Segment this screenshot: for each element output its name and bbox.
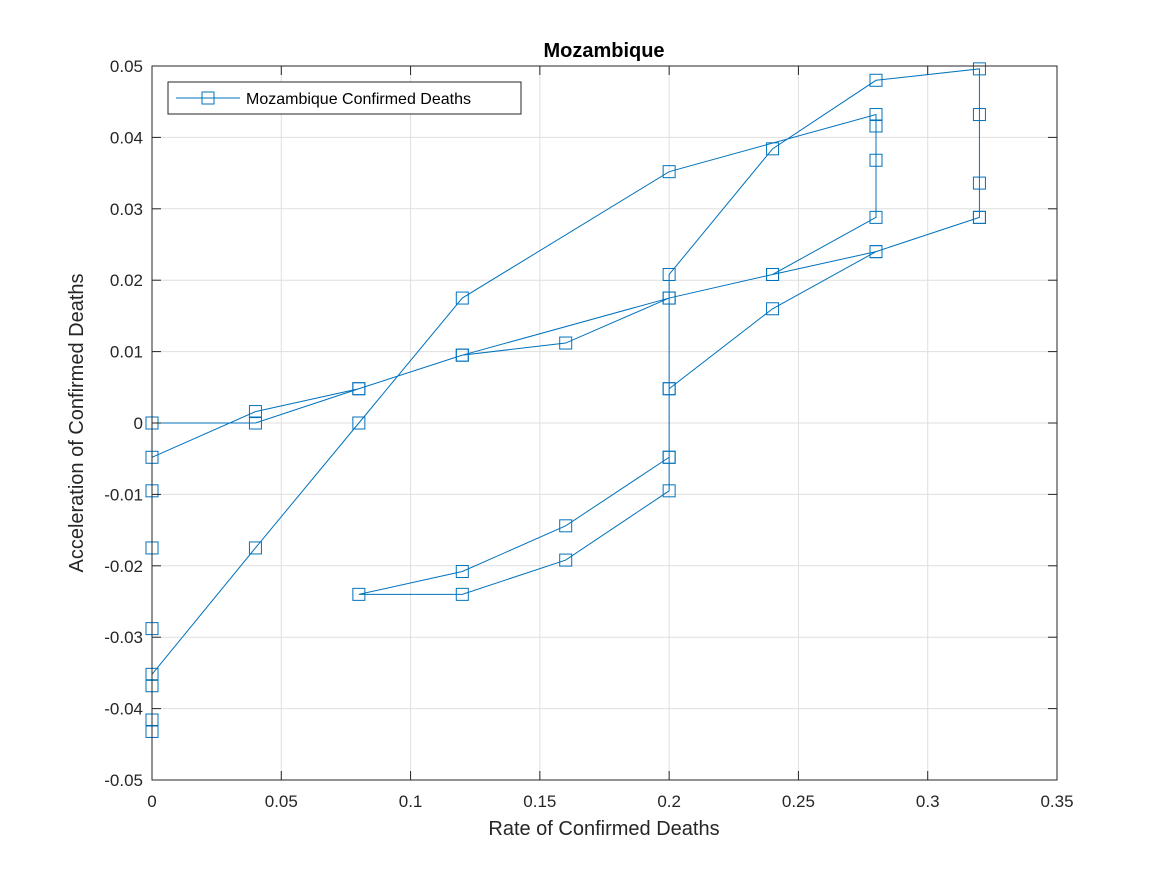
data-point-marker (662, 382, 676, 396)
data-point-marker (248, 416, 262, 430)
y-tick-label: 0.04 (110, 128, 143, 147)
data-point-marker (248, 405, 262, 419)
x-tick-label: 0.35 (1040, 792, 1073, 811)
data-point-marker (455, 291, 469, 305)
series-line (151, 68, 980, 732)
legend: Mozambique Confirmed Deaths (167, 81, 522, 115)
data-point-marker (766, 302, 780, 316)
data-point-marker (972, 62, 986, 76)
data-point-marker (972, 176, 986, 190)
data-point-marker (662, 267, 676, 281)
legend-label: Mozambique Confirmed Deaths (246, 91, 471, 108)
data-point-marker (559, 519, 573, 533)
x-tick-label: 0.2 (657, 792, 681, 811)
data-point-marker (972, 210, 986, 224)
legend-marker (201, 91, 215, 105)
y-tick-label: 0.03 (110, 200, 143, 219)
data-point-marker (869, 210, 883, 224)
y-tick-label: 0.01 (110, 343, 143, 362)
x-tick-label: 0.15 (523, 792, 556, 811)
data-point-marker (869, 73, 883, 87)
data-point-marker (455, 587, 469, 601)
data-point-marker (662, 165, 676, 179)
data-point-marker (455, 565, 469, 579)
data-point-marker (662, 450, 676, 464)
y-tick-label: -0.03 (104, 628, 143, 647)
x-tick-label: 0 (147, 792, 156, 811)
data-point-marker (662, 291, 676, 305)
data-point-marker (869, 119, 883, 133)
y-tick-label: -0.04 (104, 700, 143, 719)
data-point-marker (869, 153, 883, 167)
x-tick-label: 0.3 (916, 792, 940, 811)
data-point-marker (352, 587, 366, 601)
y-tick-label: 0.05 (110, 57, 143, 76)
y-tick-label: 0 (134, 414, 143, 433)
y-tick-label: -0.05 (104, 771, 143, 790)
chart-title: Mozambique (543, 40, 664, 62)
tick-layer: 0 0.05 0.1 0.15 0.2 0.25 0.3 0.35 -0.05 -0.04 -0.0… (104, 57, 1073, 811)
data-point-marker (352, 382, 366, 396)
data-point-marker (972, 108, 986, 122)
data-point-marker (766, 142, 780, 156)
x-tick-label: 0.1 (399, 792, 423, 811)
x-tick-label: 0.25 (782, 792, 815, 811)
data-point-marker (248, 541, 262, 555)
data-point-marker (455, 348, 469, 362)
data-point-marker (559, 336, 573, 350)
data-point-marker (869, 108, 883, 122)
data-point-marker (352, 416, 366, 430)
data-point-marker (869, 245, 883, 259)
y-tick-label: -0.02 (104, 557, 143, 576)
y-tick-label: 0.02 (110, 271, 143, 290)
data-point-marker (766, 267, 780, 281)
x-axis-label: Rate of Confirmed Deaths (488, 818, 719, 840)
y-tick-label: -0.01 (104, 485, 143, 504)
data-point-marker (662, 484, 676, 498)
x-tick-label: 0.05 (265, 792, 298, 811)
data-point-marker (559, 553, 573, 567)
y-axis-label: Acceleration of Confirmed Deaths (66, 273, 88, 572)
